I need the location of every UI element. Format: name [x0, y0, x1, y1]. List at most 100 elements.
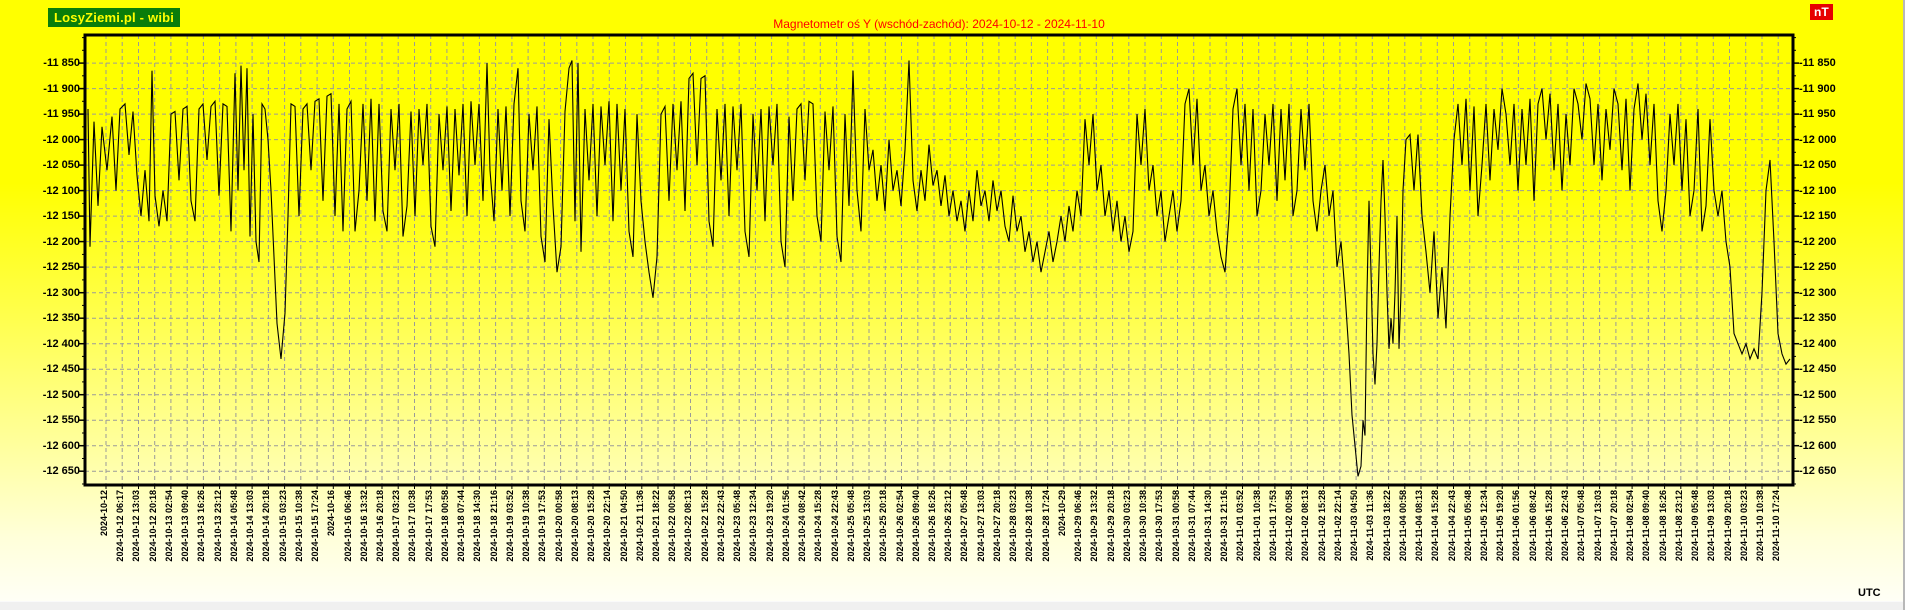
- x-tick-label: 2024-10-31 07:44: [1186, 490, 1197, 562]
- timezone-label: UTC: [1858, 587, 1881, 599]
- x-tick-label: 2024-10-29 06:46: [1073, 490, 1084, 562]
- x-tick-label: 2024-10-18 14:30: [472, 490, 483, 562]
- x-tick-label: 2024-10-24 01:56: [780, 490, 791, 562]
- y-tick-label-left: -12 200: [42, 235, 80, 248]
- x-tick-label: 2024-10-28 03:23: [1008, 490, 1019, 562]
- x-tick-label: 2024-11-08 16:26: [1657, 490, 1668, 562]
- x-tick-label: 2024-10-25 05:48: [845, 490, 856, 562]
- x-tick-label: 2024-10-21 04:50: [618, 490, 629, 562]
- x-tick-label: 2024-10-22 15:28: [699, 490, 710, 562]
- x-tick-label: 2024-11-05 19:20: [1495, 490, 1506, 562]
- x-tick-label: 2024-10-19 10:38: [521, 490, 532, 562]
- y-tick-label-right: -12 500: [1799, 388, 1837, 401]
- y-tick-label-left: -12 600: [42, 439, 80, 452]
- x-tick-label: 2024-10-30 03:23: [1121, 490, 1132, 562]
- x-tick-label: 2024-10-21 11:36: [634, 490, 645, 562]
- x-tick-label: 2024-10-18 07:44: [456, 490, 467, 562]
- x-tick-label: 2024-10-20 00:58: [553, 490, 564, 562]
- y-tick-label-left: -12 550: [42, 414, 80, 427]
- x-tick-label: 2024-10-12 06:17: [115, 490, 126, 562]
- x-tick-label: 2024-11-01 10:38: [1251, 490, 1262, 562]
- y-tick-label-right: -12 050: [1799, 159, 1837, 172]
- y-tick-label-right: -12 550: [1799, 414, 1837, 427]
- x-tick-label: 2024-10-12 20:18: [147, 490, 158, 562]
- x-tick-label: 2024-11-04 00:58: [1397, 490, 1408, 562]
- y-tick-label-right: -11 900: [1799, 82, 1836, 95]
- x-tick-label: 2024-10-13 16:26: [196, 490, 207, 562]
- x-tick-label: 2024-10-17 17:53: [423, 490, 434, 562]
- x-tick-label: 2024-10-23 19:20: [764, 490, 775, 562]
- x-tick-label: 2024-11-05 12:34: [1478, 490, 1489, 562]
- x-tick-label: 2024-10-21 18:22: [650, 490, 661, 562]
- x-tick-label: 2024-10-22 22:43: [715, 490, 726, 562]
- x-tick-label: 2024-10-13 09:40: [180, 490, 191, 562]
- x-tick-label: 2024-10-24 15:28: [813, 490, 824, 562]
- y-tick-label-right: -12 200: [1799, 235, 1837, 248]
- x-tick-label: 2024-11-02 15:28: [1316, 490, 1327, 562]
- x-tick-label: 2024-10-29 13:32: [1089, 490, 1100, 562]
- y-tick-label-left: -12 050: [42, 159, 80, 172]
- y-tick-label-right: -12 350: [1799, 312, 1837, 325]
- x-tick-label: 2024-11-10 17:24: [1771, 490, 1782, 562]
- y-tick-label-left: -12 300: [42, 286, 80, 299]
- y-tick-label-left: -11 900: [43, 82, 80, 95]
- x-tick-label: 2024-11-09 05:48: [1690, 490, 1701, 562]
- x-tick-label: 2024-10-15 03:23: [277, 490, 288, 562]
- x-tick-label: 2024-10-16: [326, 490, 337, 537]
- unit-badge: nT: [1810, 4, 1833, 20]
- x-tick-label: 2024-10-27 20:18: [991, 490, 1002, 562]
- y-tick-label-left: -12 150: [42, 210, 80, 223]
- x-tick-label: 2024-10-29: [1056, 490, 1067, 537]
- x-tick-label: 2024-10-30 10:38: [1138, 490, 1149, 562]
- x-tick-label: 2024-10-24 22:43: [829, 490, 840, 562]
- x-tick-label: 2024-10-12: [99, 490, 109, 537]
- x-tick-label: 2024-10-22 00:58: [667, 490, 678, 562]
- y-tick-label-right: -12 600: [1799, 439, 1837, 452]
- y-tick-label-right: -12 250: [1799, 261, 1837, 274]
- x-tick-label: 2024-10-16 20:18: [374, 490, 385, 562]
- site-brand-badge[interactable]: LosyZiemi.pl - wibi: [48, 8, 181, 27]
- y-tick-label-right: -11 850: [1799, 57, 1836, 70]
- x-tick-label: 2024-10-17 03:23: [391, 490, 402, 562]
- x-tick-label: 2024-10-26 23:12: [943, 490, 954, 562]
- x-tick-label: 2024-11-09 13:03: [1706, 490, 1717, 562]
- x-tick-label: 2024-10-18 00:58: [439, 490, 450, 562]
- x-tick-label: 2024-10-16 06:46: [342, 490, 353, 562]
- x-tick-label: 2024-10-12 13:03: [131, 490, 142, 562]
- y-tick-label-left: -12 250: [42, 261, 80, 274]
- x-tick-label: 2024-11-06 22:43: [1560, 490, 1571, 562]
- x-tick-label: 2024-11-07 20:18: [1608, 490, 1619, 562]
- x-tick-label: 2024-10-29 20:18: [1105, 490, 1116, 562]
- x-tick-label: 2024-11-02 00:58: [1284, 490, 1295, 562]
- x-tick-label: 2024-11-03 04:50: [1349, 490, 1360, 562]
- x-tick-label: 2024-11-06 08:42: [1527, 490, 1538, 562]
- y-tick-label-right: -11 950: [1799, 108, 1836, 121]
- x-tick-label: 2024-10-31 21:16: [1219, 490, 1230, 562]
- x-tick-label: 2024-10-15 10:38: [293, 490, 304, 562]
- x-tick-label: 2024-10-14 20:18: [261, 490, 272, 562]
- x-tick-label: 2024-11-10 03:23: [1738, 490, 1749, 562]
- x-tick-label: 2024-10-14 13:03: [245, 490, 256, 562]
- x-tick-label: 2024-11-09 20:18: [1722, 490, 1733, 562]
- x-tick-label: 2024-11-04 15:28: [1430, 490, 1441, 562]
- x-tick-label: 2024-11-08 02:54: [1625, 490, 1636, 562]
- y-tick-label-left: -11 850: [43, 57, 80, 70]
- y-tick-label-left: -12 650: [42, 465, 80, 478]
- x-tick-label: 2024-10-13 02:54: [163, 490, 174, 562]
- x-tick-label: 2024-10-15 17:24: [310, 490, 321, 562]
- x-tick-label: 2024-10-26 16:26: [926, 490, 937, 562]
- x-tick-label: 2024-10-28 10:38: [1024, 490, 1035, 562]
- x-tick-label: 2024-11-10 10:38: [1754, 490, 1765, 562]
- y-tick-label-left: -11 950: [43, 108, 80, 121]
- y-tick-label-left: -12 350: [42, 312, 80, 325]
- x-tick-label: 2024-10-18 21:16: [488, 490, 499, 562]
- x-tick-label: 2024-10-19 03:52: [504, 490, 515, 562]
- y-tick-label-right: -12 650: [1799, 465, 1837, 478]
- x-tick-label: 2024-10-14 05:48: [228, 490, 239, 562]
- y-tick-label-right: -12 400: [1799, 337, 1837, 350]
- y-tick-label-right: -12 300: [1799, 286, 1837, 299]
- x-tick-label: 2024-10-20 08:13: [569, 490, 580, 562]
- bottom-strip: [0, 601, 1905, 610]
- x-tick-label: 2024-10-27 05:48: [959, 490, 970, 562]
